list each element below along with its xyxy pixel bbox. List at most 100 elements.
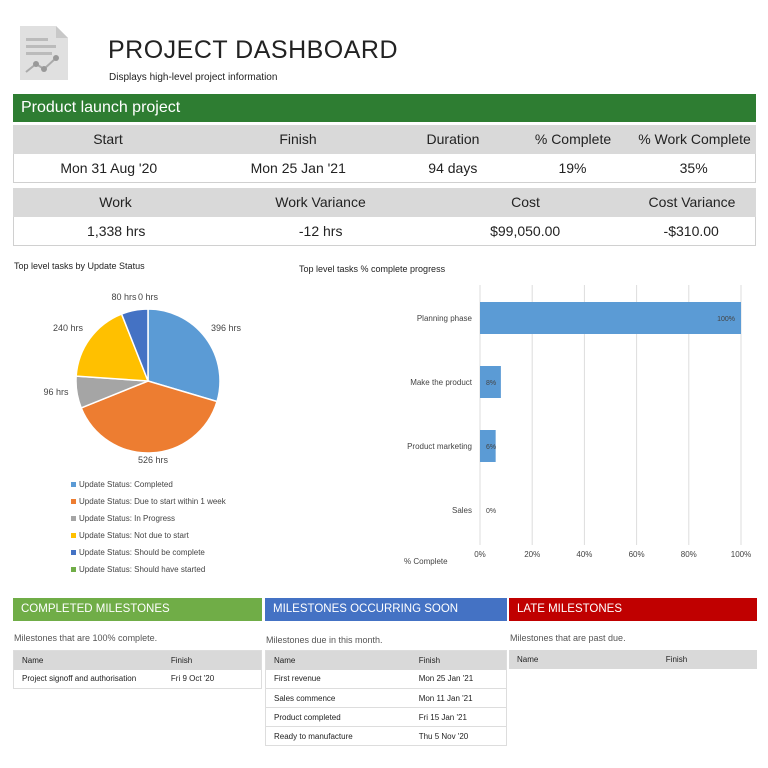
legend-label: Update Status: In Progress [79, 514, 176, 523]
legend-swatch [71, 482, 76, 487]
milestone-section-description: Milestones that are 100% complete. [14, 633, 158, 643]
pie-chart: 396 hrs 526 hrs 96 hrs 240 hrs 80 hrs 0 hrs [43, 292, 242, 465]
table-row[interactable]: Project signoff and authorisation Fri 9 O… [13, 669, 262, 689]
kpi-label: % Work Complete [638, 131, 751, 147]
milestone-finish: Fri 15 Jan '21 [410, 707, 507, 727]
milestone-finish: Mon 11 Jan '21 [410, 688, 507, 708]
x-tick-label: 20% [524, 550, 540, 559]
bar-data-label: 8% [486, 380, 496, 387]
kpi-value: -12 hrs [298, 223, 343, 239]
table-header-row: Name Finish [509, 650, 757, 669]
x-tick-label: 0% [474, 550, 486, 559]
x-tick-label: 40% [576, 550, 592, 559]
legend-item: Update Status: Due to start within 1 wee… [71, 497, 226, 506]
bar-chart: 0% 20% 40% 60% 80% 100% Planning phase 100% Make… [407, 285, 751, 559]
kpi-value: $99,050.00 [490, 223, 561, 239]
kpi-value: -$310.00 [663, 223, 719, 239]
milestone-name: Sales commence [265, 688, 411, 708]
column-header: Finish [657, 650, 757, 669]
column-header: Finish [162, 650, 262, 670]
milestone-section-header: COMPLETED MILESTONES [13, 598, 262, 621]
milestone-section-header: LATE MILESTONES [509, 598, 757, 621]
bar-chart-title: Top level tasks % complete progress [299, 264, 446, 274]
kpi-label: Finish [279, 131, 317, 147]
legend-swatch [71, 533, 76, 538]
table-row[interactable]: First revenue Mon 25 Jan '21 [265, 669, 507, 689]
page-subtitle: Displays high-level project information [109, 72, 278, 83]
legend-label: Update Status: Should be complete [79, 548, 205, 557]
bar [480, 302, 741, 334]
kpi-label: % Complete [534, 131, 612, 147]
project-name-banner: Product launch project [13, 94, 756, 122]
kpi-value-row-1: Mon 31 Aug '20 Mon 25 Jan '21 94 days 19… [13, 154, 756, 183]
kpi-label: Duration [426, 131, 480, 147]
kpi-value: 1,338 hrs [87, 223, 146, 239]
bar-data-label: 0% [486, 508, 496, 515]
pie-data-label: 240 hrs [53, 323, 84, 333]
milestone-name: Project signoff and authorisation [13, 669, 163, 689]
legend-swatch [71, 550, 76, 555]
column-header: Name [13, 650, 163, 670]
milestone-name: First revenue [265, 669, 411, 689]
x-tick-label: 60% [629, 550, 645, 559]
pie-slice [80, 380, 218, 454]
y-category-label: Make the product [410, 378, 473, 387]
milestone-table: Name Finish First revenue Mon 25 Jan '21 Sal… [265, 650, 507, 746]
table-row[interactable]: Ready to manufacture Thu 5 Nov '20 [265, 726, 507, 746]
pie-slice [147, 308, 221, 403]
bar [480, 430, 496, 462]
kpi-value: Mon 31 Aug '20 [60, 160, 158, 176]
legend-swatch [71, 516, 76, 521]
kpi-label: Work Variance [275, 194, 366, 210]
table-header-row: Name Finish [265, 650, 507, 670]
y-category-label: Sales [452, 506, 472, 515]
legend-swatch [71, 499, 76, 504]
milestone-finish: Thu 5 Nov '20 [410, 726, 507, 746]
column-header: Name [265, 650, 411, 670]
table-header-row: Name Finish [13, 650, 262, 670]
y-category-label: Planning phase [417, 314, 473, 323]
legend-item: Update Status: Should be complete [71, 548, 205, 557]
bar-x-axis-label: % Complete [404, 557, 448, 566]
legend-item: Update Status: Completed [71, 480, 173, 489]
legend-label: Update Status: Completed [79, 480, 173, 489]
legend-item: Update Status: Should have started [71, 565, 205, 574]
kpi-value: 94 days [428, 160, 478, 176]
pie-slice [120, 308, 149, 382]
bar-data-label: 6% [486, 444, 496, 451]
milestone-table: Name Finish [509, 650, 757, 669]
kpi-label: Cost [511, 194, 540, 210]
milestone-finish: Mon 25 Jan '21 [410, 669, 507, 689]
y-category-label: Product marketing [407, 442, 472, 451]
kpi-label: Cost Variance [648, 194, 736, 210]
table-row[interactable]: Sales commence Mon 11 Jan '21 [265, 688, 507, 708]
legend-label: Update Status: Should have started [79, 565, 206, 574]
kpi-header-row-1: Start Finish Duration % Complete % Work … [13, 125, 756, 154]
column-header: Name [509, 650, 658, 669]
dashboard-report-icon [20, 26, 68, 80]
bar-data-label: 100% [717, 316, 735, 323]
bar [480, 366, 501, 398]
milestone-table: Name Finish Project signoff and authorisat… [13, 650, 262, 689]
pie-data-label: 526 hrs [138, 455, 169, 465]
milestone-section-header: MILESTONES OCCURRING SOON [265, 598, 507, 621]
milestone-name: Ready to manufacture [265, 726, 411, 746]
kpi-label: Start [93, 131, 123, 147]
pie-data-label: 80 hrs [111, 292, 137, 302]
table-row[interactable]: Product completed Fri 15 Jan '21 [265, 707, 507, 727]
kpi-value-row-2: 1,338 hrs -12 hrs $99,050.00 -$310.00 [13, 217, 756, 246]
pie-data-label: 0 hrs [138, 292, 159, 302]
kpi-header-row-2: Work Work Variance Cost Cost Variance [13, 188, 756, 217]
pie-data-label: 96 hrs [43, 387, 69, 397]
x-tick-label: 100% [731, 550, 751, 559]
pie-slice [75, 313, 150, 382]
milestone-name: Product completed [265, 707, 411, 727]
pie-data-label: 396 hrs [211, 323, 242, 333]
legend-item: Update Status: Not due to start [71, 531, 189, 540]
milestone-section-description: Milestones that are past due. [510, 633, 626, 643]
x-tick-label: 80% [681, 550, 697, 559]
legend-swatch [71, 567, 76, 572]
kpi-value: 19% [558, 160, 587, 176]
pie-chart-title: Top level tasks by Update Status [14, 261, 145, 271]
kpi-label: Work [99, 194, 132, 210]
